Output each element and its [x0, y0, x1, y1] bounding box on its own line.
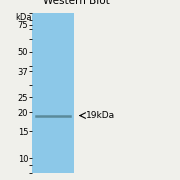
Text: Western Blot: Western Blot [43, 0, 109, 6]
Text: kDa: kDa [15, 13, 32, 22]
Text: 19kDa: 19kDa [86, 111, 115, 120]
Bar [32, 13, 74, 173]
